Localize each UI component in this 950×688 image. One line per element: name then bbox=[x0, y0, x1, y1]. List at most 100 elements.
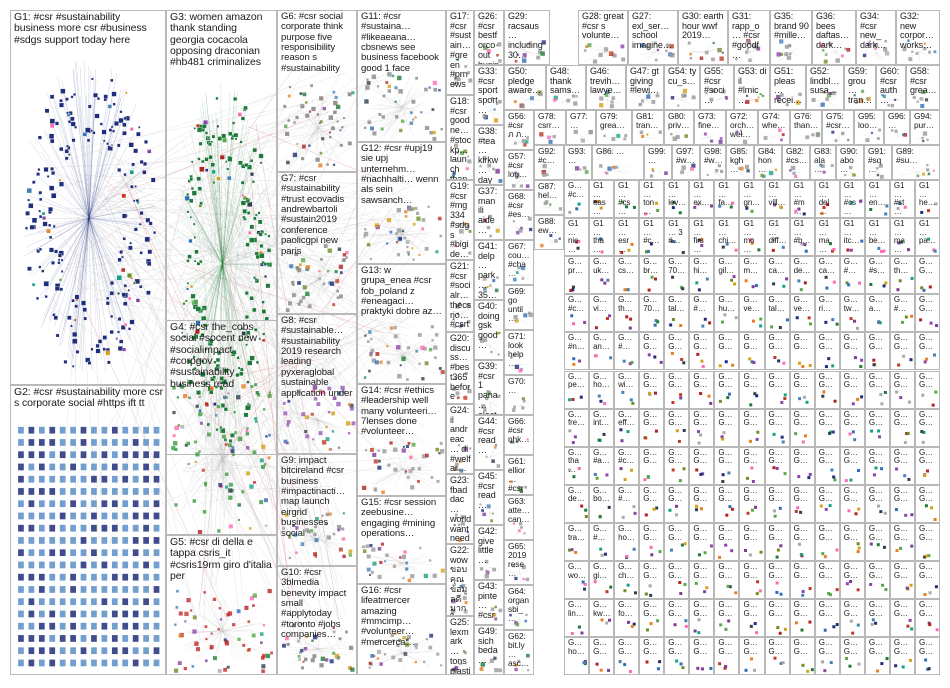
node bbox=[172, 434, 176, 438]
node bbox=[433, 345, 438, 350]
group-nodes bbox=[368, 632, 443, 672]
node bbox=[870, 623, 874, 627]
node bbox=[682, 428, 686, 432]
node bbox=[527, 669, 530, 672]
node bbox=[80, 561, 87, 569]
node bbox=[265, 283, 271, 289]
group-box-g51: G51: pleas… recei… bbox=[770, 65, 806, 110]
group-box-g49: G49: sich beda… bbox=[474, 625, 504, 675]
group-nodes bbox=[797, 132, 821, 144]
node bbox=[715, 169, 719, 173]
node bbox=[106, 296, 110, 300]
edge bbox=[83, 219, 196, 616]
node bbox=[117, 292, 120, 295]
node bbox=[883, 511, 887, 515]
node bbox=[933, 517, 937, 521]
edge bbox=[196, 486, 331, 492]
node bbox=[219, 618, 223, 621]
node bbox=[884, 39, 888, 43]
node bbox=[493, 108, 496, 111]
node bbox=[494, 668, 499, 673]
tile-nodes bbox=[846, 239, 864, 252]
node bbox=[801, 664, 805, 668]
node bbox=[855, 327, 859, 331]
node bbox=[127, 273, 133, 279]
node bbox=[644, 212, 648, 216]
node bbox=[347, 403, 351, 406]
node bbox=[193, 259, 197, 263]
tile-label: G… G… bbox=[768, 485, 785, 504]
node bbox=[923, 473, 927, 477]
node bbox=[581, 580, 585, 584]
node bbox=[228, 488, 233, 493]
node bbox=[493, 118, 499, 123]
node bbox=[399, 556, 402, 559]
tile-label: G… #c… bbox=[568, 181, 585, 199]
tile-label: G… G… bbox=[843, 562, 860, 580]
node bbox=[822, 206, 826, 210]
node bbox=[196, 262, 201, 266]
tile-nodes bbox=[625, 315, 633, 330]
tile-nodes bbox=[775, 626, 787, 635]
node bbox=[404, 215, 408, 218]
tile-label: G… wo… bbox=[568, 562, 586, 580]
tile-label: G… G… bbox=[768, 447, 785, 466]
node bbox=[18, 475, 24, 483]
edge bbox=[209, 197, 254, 424]
node bbox=[66, 111, 69, 115]
node bbox=[320, 656, 326, 661]
node bbox=[609, 585, 613, 589]
node bbox=[485, 570, 490, 575]
tile-nodes bbox=[746, 505, 758, 515]
node bbox=[459, 229, 464, 234]
node bbox=[65, 97, 69, 101]
node bbox=[779, 662, 783, 666]
node bbox=[640, 99, 645, 103]
node bbox=[407, 578, 412, 583]
node bbox=[139, 211, 144, 216]
node bbox=[652, 169, 655, 173]
node bbox=[111, 549, 118, 557]
node bbox=[790, 165, 796, 171]
tile-label: G… th… bbox=[618, 295, 635, 313]
node bbox=[781, 284, 785, 288]
node bbox=[573, 434, 577, 438]
group-tile: G… G… bbox=[689, 561, 715, 600]
tile-label: G… G… bbox=[793, 409, 810, 428]
tile-label: G… G… bbox=[893, 333, 911, 352]
node bbox=[697, 631, 701, 635]
node bbox=[495, 102, 499, 106]
group-label: G68: #csr #es… bbox=[508, 191, 530, 220]
node bbox=[454, 462, 459, 467]
node bbox=[91, 610, 97, 618]
node bbox=[377, 574, 382, 579]
node bbox=[775, 581, 779, 585]
node bbox=[70, 647, 76, 655]
tile-label: G1… diff… bbox=[768, 219, 787, 246]
node bbox=[240, 116, 245, 121]
node bbox=[70, 537, 76, 544]
tile-nodes bbox=[696, 353, 706, 369]
node bbox=[440, 664, 443, 667]
tile-label: G… G… bbox=[918, 600, 936, 618]
tile-nodes bbox=[903, 431, 910, 444]
node bbox=[437, 216, 442, 221]
tile-label: G1… del… bbox=[818, 181, 830, 216]
node bbox=[835, 623, 839, 627]
node bbox=[71, 365, 75, 368]
node bbox=[70, 659, 76, 667]
node bbox=[607, 166, 612, 171]
node bbox=[222, 434, 226, 439]
group-label: G36: bees daftas… dark… bbox=[816, 11, 852, 51]
node bbox=[598, 515, 602, 519]
node bbox=[797, 362, 801, 366]
node bbox=[153, 500, 160, 508]
node bbox=[696, 666, 700, 670]
node bbox=[80, 610, 87, 618]
group-tile: G… G… bbox=[914, 599, 941, 638]
group-tile: G… pe… bbox=[564, 370, 590, 409]
group-nodes bbox=[509, 137, 529, 147]
tile-label: G… #c… bbox=[568, 295, 585, 313]
group-tile: G… G… bbox=[839, 408, 865, 447]
